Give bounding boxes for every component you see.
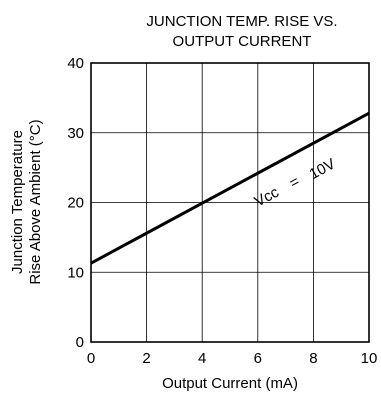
x-tick-label-2: 4 [198,350,206,367]
x-tick-label-5: 10 [361,350,378,367]
chart-title-line-1: JUNCTION TEMP. RISE VS. [146,13,337,30]
annotation-1: = [287,173,303,192]
y-tick-labels: 0 10 20 30 40 [67,55,84,351]
series-line-0 [90,111,370,265]
x-tick-label-0: 0 [87,350,95,367]
chart-title-line-2: OUTPUT CURRENT [173,33,312,50]
x-axis-label: Output Current (mA) [162,375,298,392]
grid [91,63,369,342]
y-axis-label-line-2: Rise Above Ambient (°C) [27,119,44,284]
y-tick-label-4: 40 [67,55,84,72]
x-tick-label-1: 2 [142,350,150,367]
y-axis-label: Junction Temperature Rise Above Ambient … [9,119,44,284]
plot-frame [90,62,370,343]
x-tick-labels: 0 2 4 6 8 10 [87,350,378,367]
y-tick-label-3: 30 [67,125,84,142]
y-tick-label-1: 10 [67,264,84,281]
y-tick-label-0: 0 [76,334,84,351]
x-tick-label-4: 8 [309,350,317,367]
series-layer [90,111,370,265]
y-tick-label-2: 20 [67,195,84,212]
y-axis-label-line-1: Junction Temperature [9,130,26,274]
x-tick-label-3: 6 [254,350,262,367]
annotation-0: Vcc [252,183,283,210]
annotation-2: 10V [307,155,339,183]
